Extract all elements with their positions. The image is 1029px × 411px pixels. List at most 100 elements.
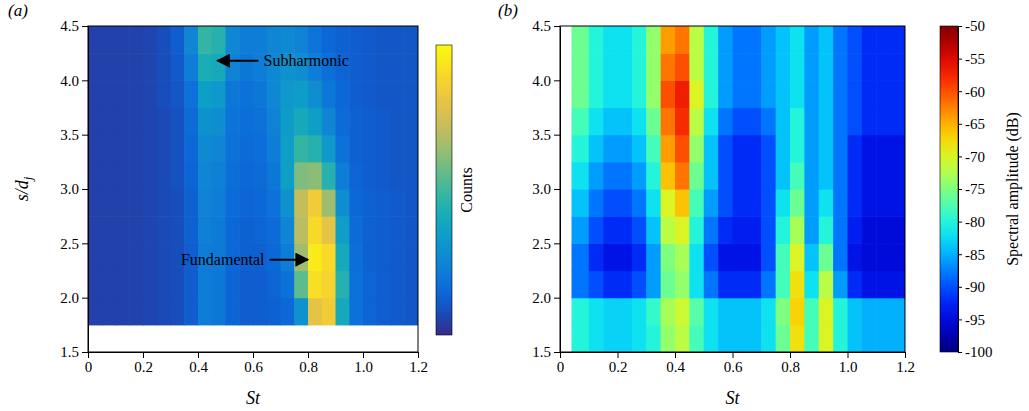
heatmap-cell — [102, 189, 116, 217]
heatmap-cell — [646, 135, 661, 163]
heatmap-cell — [377, 216, 391, 244]
heatmap-cell — [632, 189, 647, 217]
heatmap-cell — [761, 108, 776, 136]
heatmap-cell — [184, 271, 198, 299]
y-axis: 1.52.02.53.03.54.04.5 — [532, 18, 560, 360]
heatmap-cell — [646, 216, 661, 244]
tick: 4.5 — [60, 18, 88, 34]
heatmap-cell — [718, 271, 733, 299]
heatmap-cell — [572, 80, 590, 108]
y-axis: 1.52.02.53.03.54.04.5 — [60, 18, 88, 360]
tick-label: 0 — [557, 359, 565, 375]
annotation-arrow — [217, 60, 258, 62]
heatmap-cell — [157, 216, 171, 244]
heatmap-cell — [404, 216, 418, 244]
heatmap-cell — [226, 298, 240, 326]
heatmap-cell — [876, 80, 891, 108]
heatmap-cell — [891, 108, 905, 136]
heatmap-cell — [184, 162, 198, 190]
heatmap-cell — [391, 162, 405, 190]
heatmap-cell — [862, 298, 877, 326]
heatmap-cell — [804, 135, 819, 163]
heatmap-cell — [239, 162, 253, 190]
heatmap-cell — [603, 53, 618, 81]
heatmap-cell — [226, 53, 240, 81]
heatmap-cell — [253, 135, 267, 163]
heatmap-cell — [157, 189, 171, 217]
tick-label: 0.4 — [666, 359, 685, 375]
heatmap-cell — [589, 108, 604, 136]
heatmap-cell — [377, 271, 391, 299]
heatmap-cell — [733, 216, 748, 244]
heatmap-cell — [689, 135, 704, 163]
heatmap-cell — [349, 80, 363, 108]
heatmap-cell — [689, 216, 704, 244]
tick-mark — [958, 59, 962, 60]
heatmap-cell — [157, 80, 171, 108]
heatmap-cell — [212, 271, 226, 299]
tick-label: 2.5 — [532, 236, 551, 252]
heatmap-cell — [198, 271, 212, 299]
heatmap-cell — [718, 298, 733, 326]
heatmap-cell — [876, 162, 891, 190]
heatmap-cell — [267, 26, 281, 54]
heatmap-cell — [603, 325, 618, 352]
heatmap-cell — [675, 216, 690, 244]
heatmap-cell — [891, 325, 905, 352]
heatmap-cell — [761, 162, 776, 190]
tick-mark — [198, 352, 199, 358]
heatmap-cell — [862, 216, 877, 244]
heatmap-cell — [675, 243, 690, 271]
tick-label: 1.5 — [60, 344, 79, 360]
heatmap-cell — [618, 135, 633, 163]
tick: -50 — [958, 18, 985, 34]
heatmap-cell — [804, 80, 819, 108]
heatmap-cell — [632, 325, 647, 352]
heatmap-cell — [891, 298, 905, 326]
heatmap-cell — [618, 216, 633, 244]
tick-mark — [958, 287, 962, 288]
heatmap-cell — [102, 26, 116, 54]
heatmap-cell — [675, 271, 690, 299]
heatmap-cell — [618, 162, 633, 190]
heatmap-cell — [747, 298, 762, 326]
heatmap-cell — [661, 53, 676, 81]
heatmap-cell — [646, 26, 661, 54]
heatmap-cell — [862, 271, 877, 299]
heatmap-cell — [618, 325, 633, 352]
tick-mark — [554, 26, 560, 27]
heatmap-cell — [776, 243, 791, 271]
heatmap-cell — [733, 26, 748, 54]
heatmap-cell — [632, 271, 647, 299]
tick: 3.0 — [60, 181, 88, 197]
heatmap-cell — [253, 26, 267, 54]
heatmap-cell — [819, 108, 834, 136]
heatmap-cell — [704, 298, 719, 326]
tick-mark — [82, 243, 88, 244]
heatmap-cell — [198, 26, 212, 54]
heatmap-cell — [391, 271, 405, 299]
heatmap-cell — [891, 216, 905, 244]
heatmap-cell — [157, 162, 171, 190]
heatmap-cell — [776, 108, 791, 136]
heatmap-cell — [129, 162, 143, 190]
heatmap-cell — [102, 216, 116, 244]
heatmap-cell — [102, 135, 116, 163]
heatmap-cell — [88, 80, 102, 108]
tick-mark — [958, 352, 962, 353]
heatmap-cell — [281, 216, 295, 244]
heatmap-cell — [363, 108, 377, 136]
heatmap-cell — [184, 53, 198, 81]
heatmap-cell — [675, 80, 690, 108]
tick-label: 2.0 — [532, 290, 551, 306]
heatmap-cell — [589, 243, 604, 271]
heatmap-cell — [589, 26, 604, 54]
heatmap-cell — [157, 53, 171, 81]
heatmap-cell — [143, 189, 157, 217]
heatmap-cell — [790, 243, 805, 271]
tick-label: -75 — [965, 181, 985, 197]
heatmap-cell — [848, 108, 863, 136]
tick-label: 4.0 — [532, 73, 551, 89]
tick: 0.4 — [189, 352, 208, 375]
heatmap-cell — [718, 216, 733, 244]
